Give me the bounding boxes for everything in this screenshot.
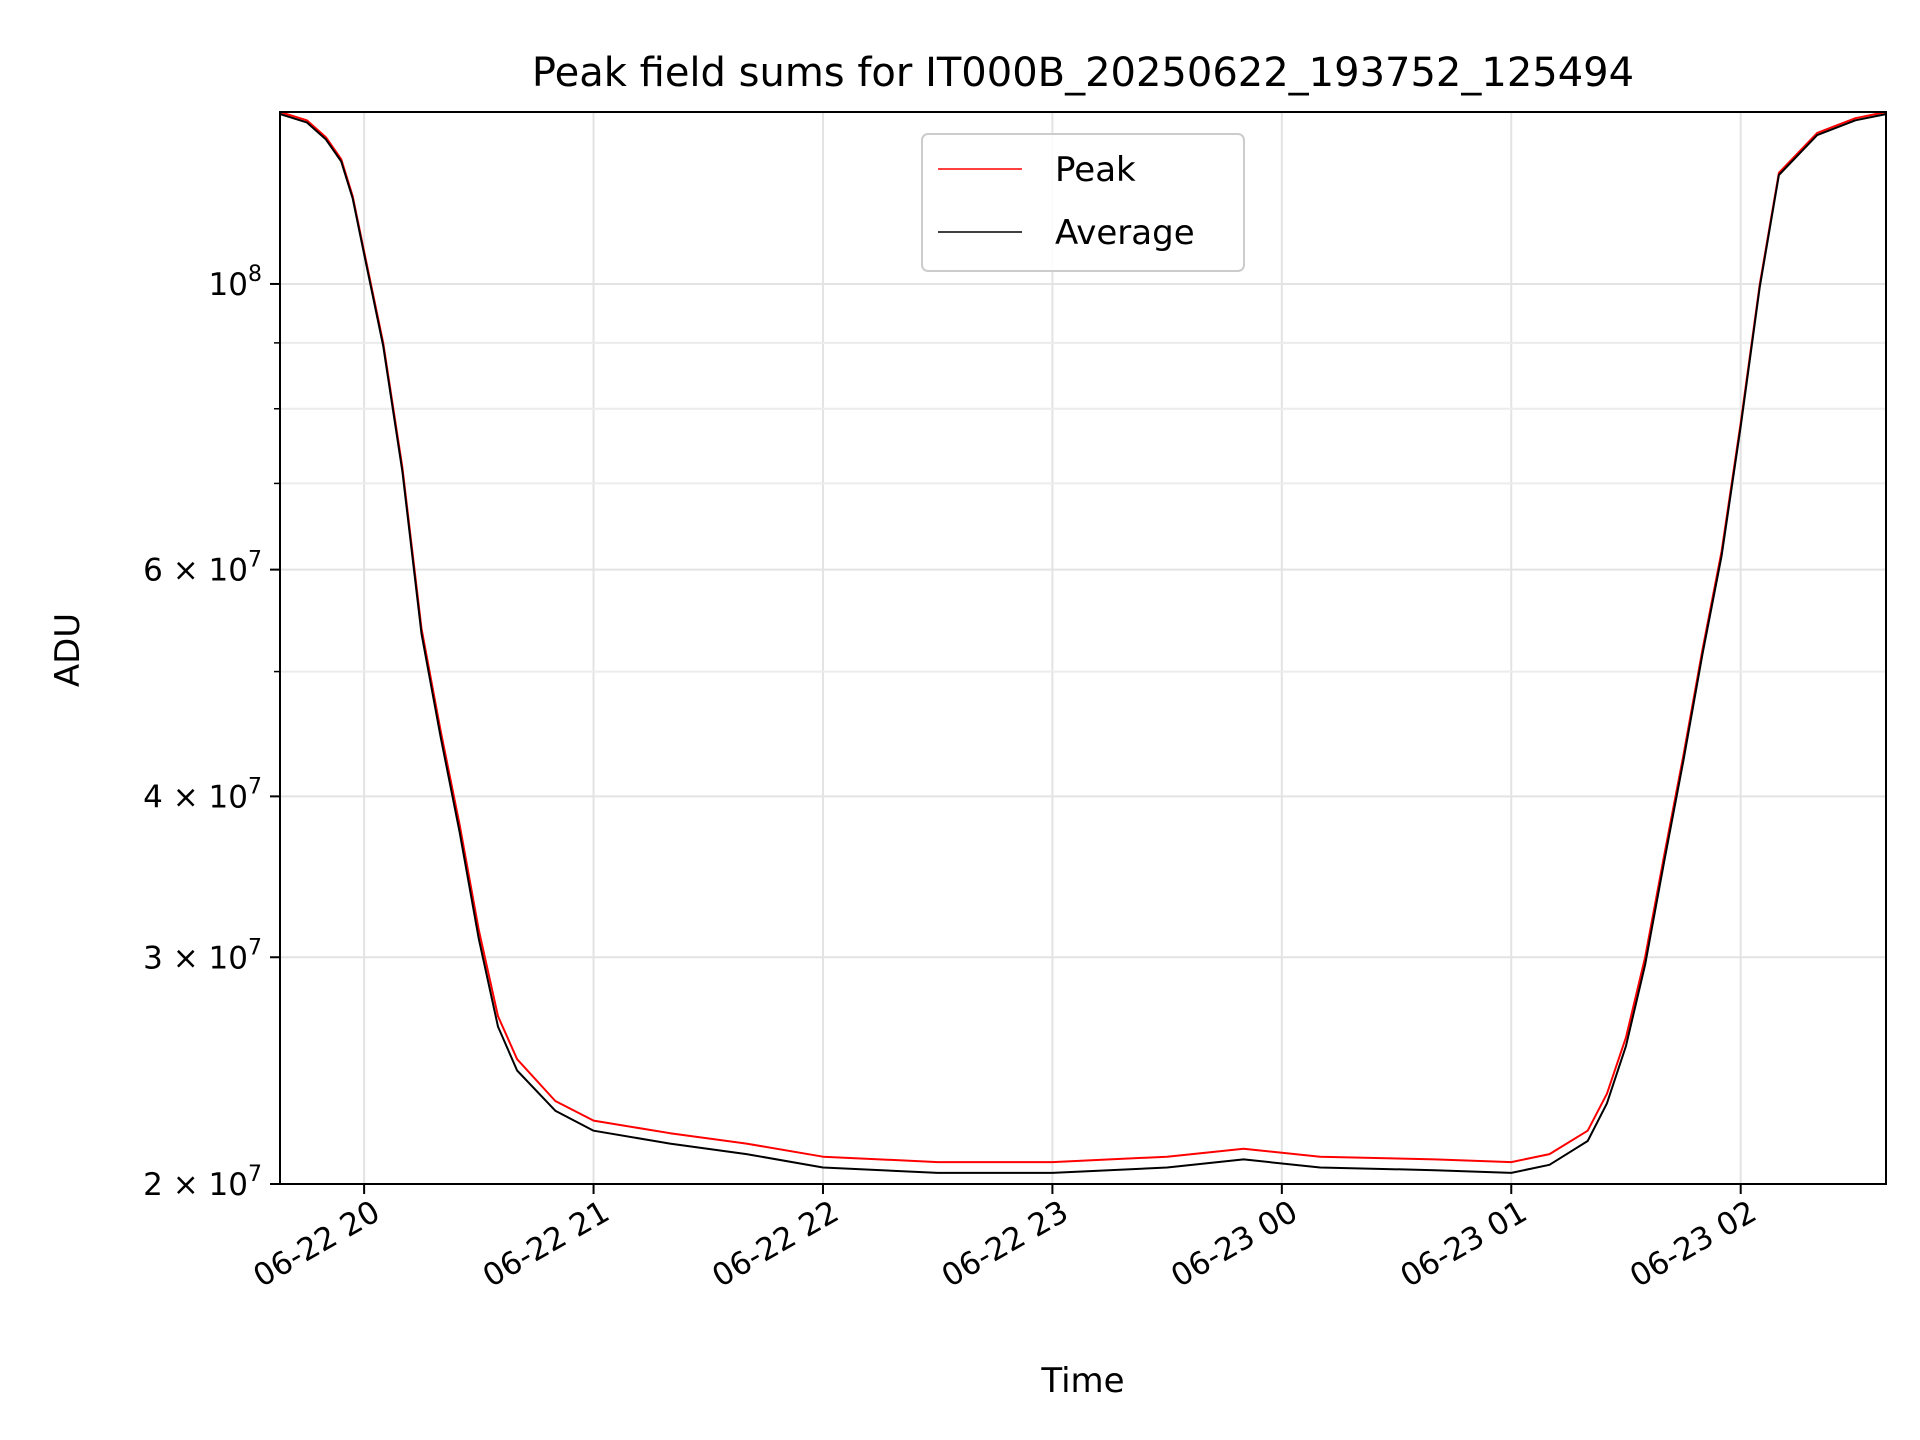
chart-title: Peak field sums for IT000B_20250622_1937… bbox=[532, 50, 1634, 96]
x-tick-label: 06-23 02 bbox=[1624, 1194, 1763, 1295]
plot-frame bbox=[279, 111, 1887, 1185]
y-tick-label: 3 × 107 bbox=[143, 935, 262, 976]
y-tick-label: 6 × 107 bbox=[143, 548, 262, 589]
legend: Peak Average bbox=[921, 133, 1245, 272]
legend-label-average: Average bbox=[1055, 213, 1195, 253]
y-axis: 2 × 107 3 × 107 4 × 107 6 × 107 108 bbox=[143, 262, 280, 1203]
x-axis: 06-22 20 06-22 21 06-22 22 06-22 23 06-23 00… bbox=[247, 1184, 1763, 1295]
legend-label-peak: Peak bbox=[1055, 150, 1136, 190]
x-tick-label: 06-22 22 bbox=[706, 1194, 845, 1295]
y-tick-label: 4 × 107 bbox=[143, 774, 262, 815]
series-line-average bbox=[279, 113, 1887, 1174]
grid bbox=[280, 112, 1886, 1185]
x-axis-label: Time bbox=[1040, 1361, 1124, 1401]
x-tick-label: 06-22 21 bbox=[477, 1194, 616, 1295]
x-tick-label: 06-22 20 bbox=[247, 1194, 386, 1295]
y-tick-label: 108 bbox=[209, 262, 262, 303]
x-tick-label: 06-22 23 bbox=[936, 1194, 1075, 1295]
y-axis-label: ADU bbox=[48, 613, 88, 687]
x-tick-label: 06-23 01 bbox=[1395, 1194, 1534, 1295]
y-tick-label: 2 × 107 bbox=[143, 1162, 262, 1203]
x-tick-label: 06-23 00 bbox=[1165, 1194, 1304, 1295]
series-layer bbox=[279, 111, 1887, 1174]
